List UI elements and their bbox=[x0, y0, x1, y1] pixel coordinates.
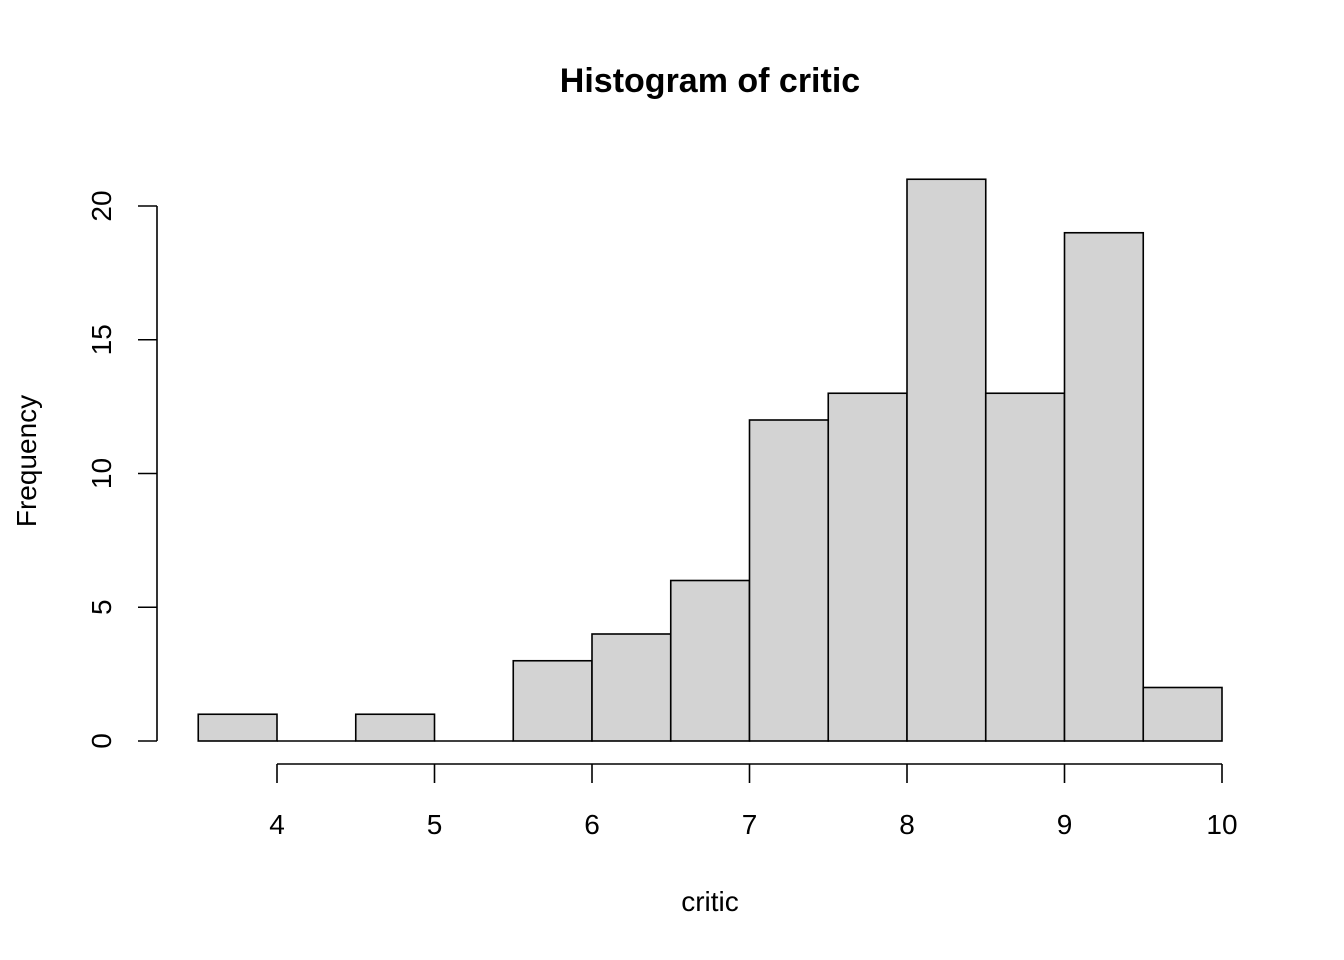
histogram-bar bbox=[197, 713, 278, 742]
histogram-bar bbox=[827, 392, 908, 742]
histogram-bar bbox=[748, 419, 830, 742]
x-axis-label: critic bbox=[681, 886, 739, 917]
histogram-bar bbox=[354, 713, 436, 742]
histogram-bar bbox=[591, 633, 672, 742]
x-tick-label: 5 bbox=[427, 809, 443, 840]
histogram-bar bbox=[669, 579, 751, 742]
histogram-bar bbox=[1063, 231, 1145, 742]
x-axis: 4 5 6 7 8 9 10 bbox=[269, 763, 1238, 840]
y-tick-label: 0 bbox=[86, 733, 117, 749]
x-tick-label: 8 bbox=[899, 809, 915, 840]
x-tick-label: 4 bbox=[269, 809, 285, 840]
chart-title: Histogram of critic bbox=[560, 62, 860, 100]
y-axis-label: Frequency bbox=[11, 395, 42, 527]
y-tick-label: 5 bbox=[86, 599, 117, 615]
histogram-bar bbox=[1142, 686, 1223, 742]
histogram-bar bbox=[984, 392, 1066, 742]
y-axis: 0 5 10 15 20 bbox=[86, 190, 158, 749]
y-tick-label: 10 bbox=[86, 458, 117, 489]
y-tick-label: 20 bbox=[86, 190, 117, 221]
x-tick-label: 9 bbox=[1057, 809, 1073, 840]
histogram-bar bbox=[512, 659, 593, 742]
x-tick-label: 6 bbox=[584, 809, 600, 840]
x-tick-label: 10 bbox=[1206, 809, 1237, 840]
histogram-bar bbox=[906, 178, 987, 742]
bars-group bbox=[197, 178, 1223, 742]
y-tick-label: 15 bbox=[86, 324, 117, 355]
x-tick-label: 7 bbox=[742, 809, 758, 840]
